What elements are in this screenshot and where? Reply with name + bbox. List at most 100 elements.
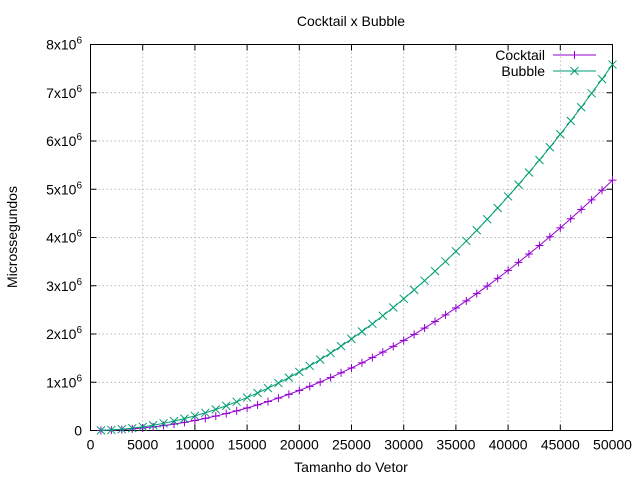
bubble-data-point: [451, 246, 461, 256]
legend-marker-bubble: [570, 66, 579, 76]
bubble-data-point: [388, 303, 398, 312]
bubble-data-point: [107, 425, 116, 435]
cocktail-data-point: [493, 274, 502, 283]
x-tick-label: 45000: [541, 437, 580, 453]
x-tick-label: 5000: [127, 437, 158, 453]
bubble-data-point: [535, 155, 544, 165]
cocktail-data-point: [253, 400, 262, 409]
cocktail-data-point: [357, 358, 366, 367]
bubble-data-point: [169, 416, 179, 426]
bubble-data-point: [514, 180, 523, 189]
cocktail-data-point: [514, 258, 523, 267]
bubble-data-point: [368, 319, 377, 329]
cocktail-data-point: [243, 403, 252, 412]
bubble-data-point: [336, 341, 346, 351]
bubble-data-point: [190, 411, 200, 421]
bubble-data-point: [399, 294, 409, 304]
bubble-data-point: [232, 397, 242, 407]
cocktail-data-point: [389, 342, 398, 351]
cocktail-data-point: [316, 378, 325, 387]
bubble-data-point: [305, 361, 315, 371]
bubble-data-point: [503, 192, 513, 201]
cocktail-data-point: [274, 394, 283, 403]
x-axis: 0 5000 10000 15000 20000 25000 30000 35000 40000…: [87, 44, 632, 453]
bubble-data-point: [148, 420, 158, 430]
legend-label-bubble: Bubble: [501, 63, 545, 79]
cocktail-data-point: [598, 186, 607, 195]
x-tick-label: 20000: [280, 437, 319, 453]
cocktail-data-point: [295, 386, 304, 395]
bubble-data-point: [138, 422, 148, 432]
x-tick-label: 15000: [228, 437, 267, 453]
cocktail-data-point: [441, 310, 450, 319]
cocktail-data-point: [399, 336, 408, 345]
bubble-data-point: [211, 405, 221, 414]
bubble-series-line: [100, 64, 613, 431]
bubble-data-point: [96, 426, 106, 435]
bubble-data-point: [472, 225, 482, 235]
cocktail-data-point: [284, 390, 293, 399]
x-tick-label: 0: [87, 437, 95, 453]
bubble-data-point: [566, 116, 576, 126]
x-tick-label: 40000: [489, 437, 528, 453]
bubble-data-point: [347, 334, 356, 344]
cocktail-data-point: [587, 195, 596, 204]
bubble-data-point: [493, 203, 503, 213]
cocktail-data-point: [608, 176, 617, 185]
bubble-data-point: [117, 424, 127, 434]
cocktail-data-point: [232, 406, 241, 415]
bubble-data-point: [221, 401, 231, 411]
bubble-data-point: [326, 348, 335, 358]
bubble-data-point: [159, 418, 168, 428]
bubble-data-point: [274, 378, 283, 388]
legend-marker-cocktail: [570, 51, 579, 59]
cocktail-data-point: [368, 353, 377, 362]
x-tick-label: 35000: [436, 437, 475, 453]
cocktail-data-point: [410, 330, 419, 339]
bubble-data-point: [378, 311, 388, 321]
bubble-data-point: [253, 388, 262, 398]
cocktail-data-point: [201, 414, 210, 423]
bubble-data-point: [441, 257, 450, 266]
bubble-data-point: [294, 367, 304, 377]
bubble-data-point: [587, 88, 596, 98]
bubble-data-point: [555, 129, 565, 139]
bubble-data-point: [524, 168, 534, 177]
cocktail-data-point: [138, 423, 147, 432]
cocktail-data-point: [347, 363, 356, 372]
bubble-data-point: [284, 373, 294, 382]
cocktail-data-point: [556, 223, 565, 232]
bubble-data-point: [545, 142, 555, 152]
y-tick-label: 1x106: [46, 373, 82, 390]
cocktail-data-point: [462, 296, 471, 305]
bubble-data-point: [461, 236, 471, 246]
y-tick-label: 8x106: [46, 36, 82, 53]
cocktail-data-point: [326, 373, 335, 382]
bubble-data-point: [242, 393, 252, 402]
x-tick-label: 30000: [384, 437, 423, 453]
bubble-data-point: [576, 102, 586, 112]
bubble-data-point: [608, 60, 617, 69]
y-tick-label: 4x106: [46, 229, 82, 246]
bubble-data-point: [597, 74, 607, 84]
y-tick-label: 7x106: [46, 84, 82, 101]
cocktail-data-point: [577, 205, 586, 214]
cocktail-data-point: [149, 422, 158, 431]
cocktail-data-point: [566, 214, 575, 223]
legend-label-cocktail: Cocktail: [495, 47, 545, 63]
bubble-data-point: [180, 414, 189, 423]
cocktail-series-line: [100, 179, 613, 431]
x-tick-label: 50000: [593, 437, 632, 453]
series-layer: [96, 60, 617, 435]
cocktail-data-point: [545, 232, 554, 241]
bubble-data-point: [357, 327, 367, 336]
chart-title: Cocktail x Bubble: [297, 13, 405, 29]
cocktail-data-point: [337, 368, 346, 377]
y-tick-label: 6x106: [46, 132, 82, 149]
y-tick-label: 2x106: [46, 325, 82, 342]
cocktail-data-point: [222, 409, 231, 418]
cocktail-data-point: [535, 241, 544, 250]
cocktail-data-point: [305, 382, 314, 391]
cocktail-data-point: [420, 324, 429, 333]
